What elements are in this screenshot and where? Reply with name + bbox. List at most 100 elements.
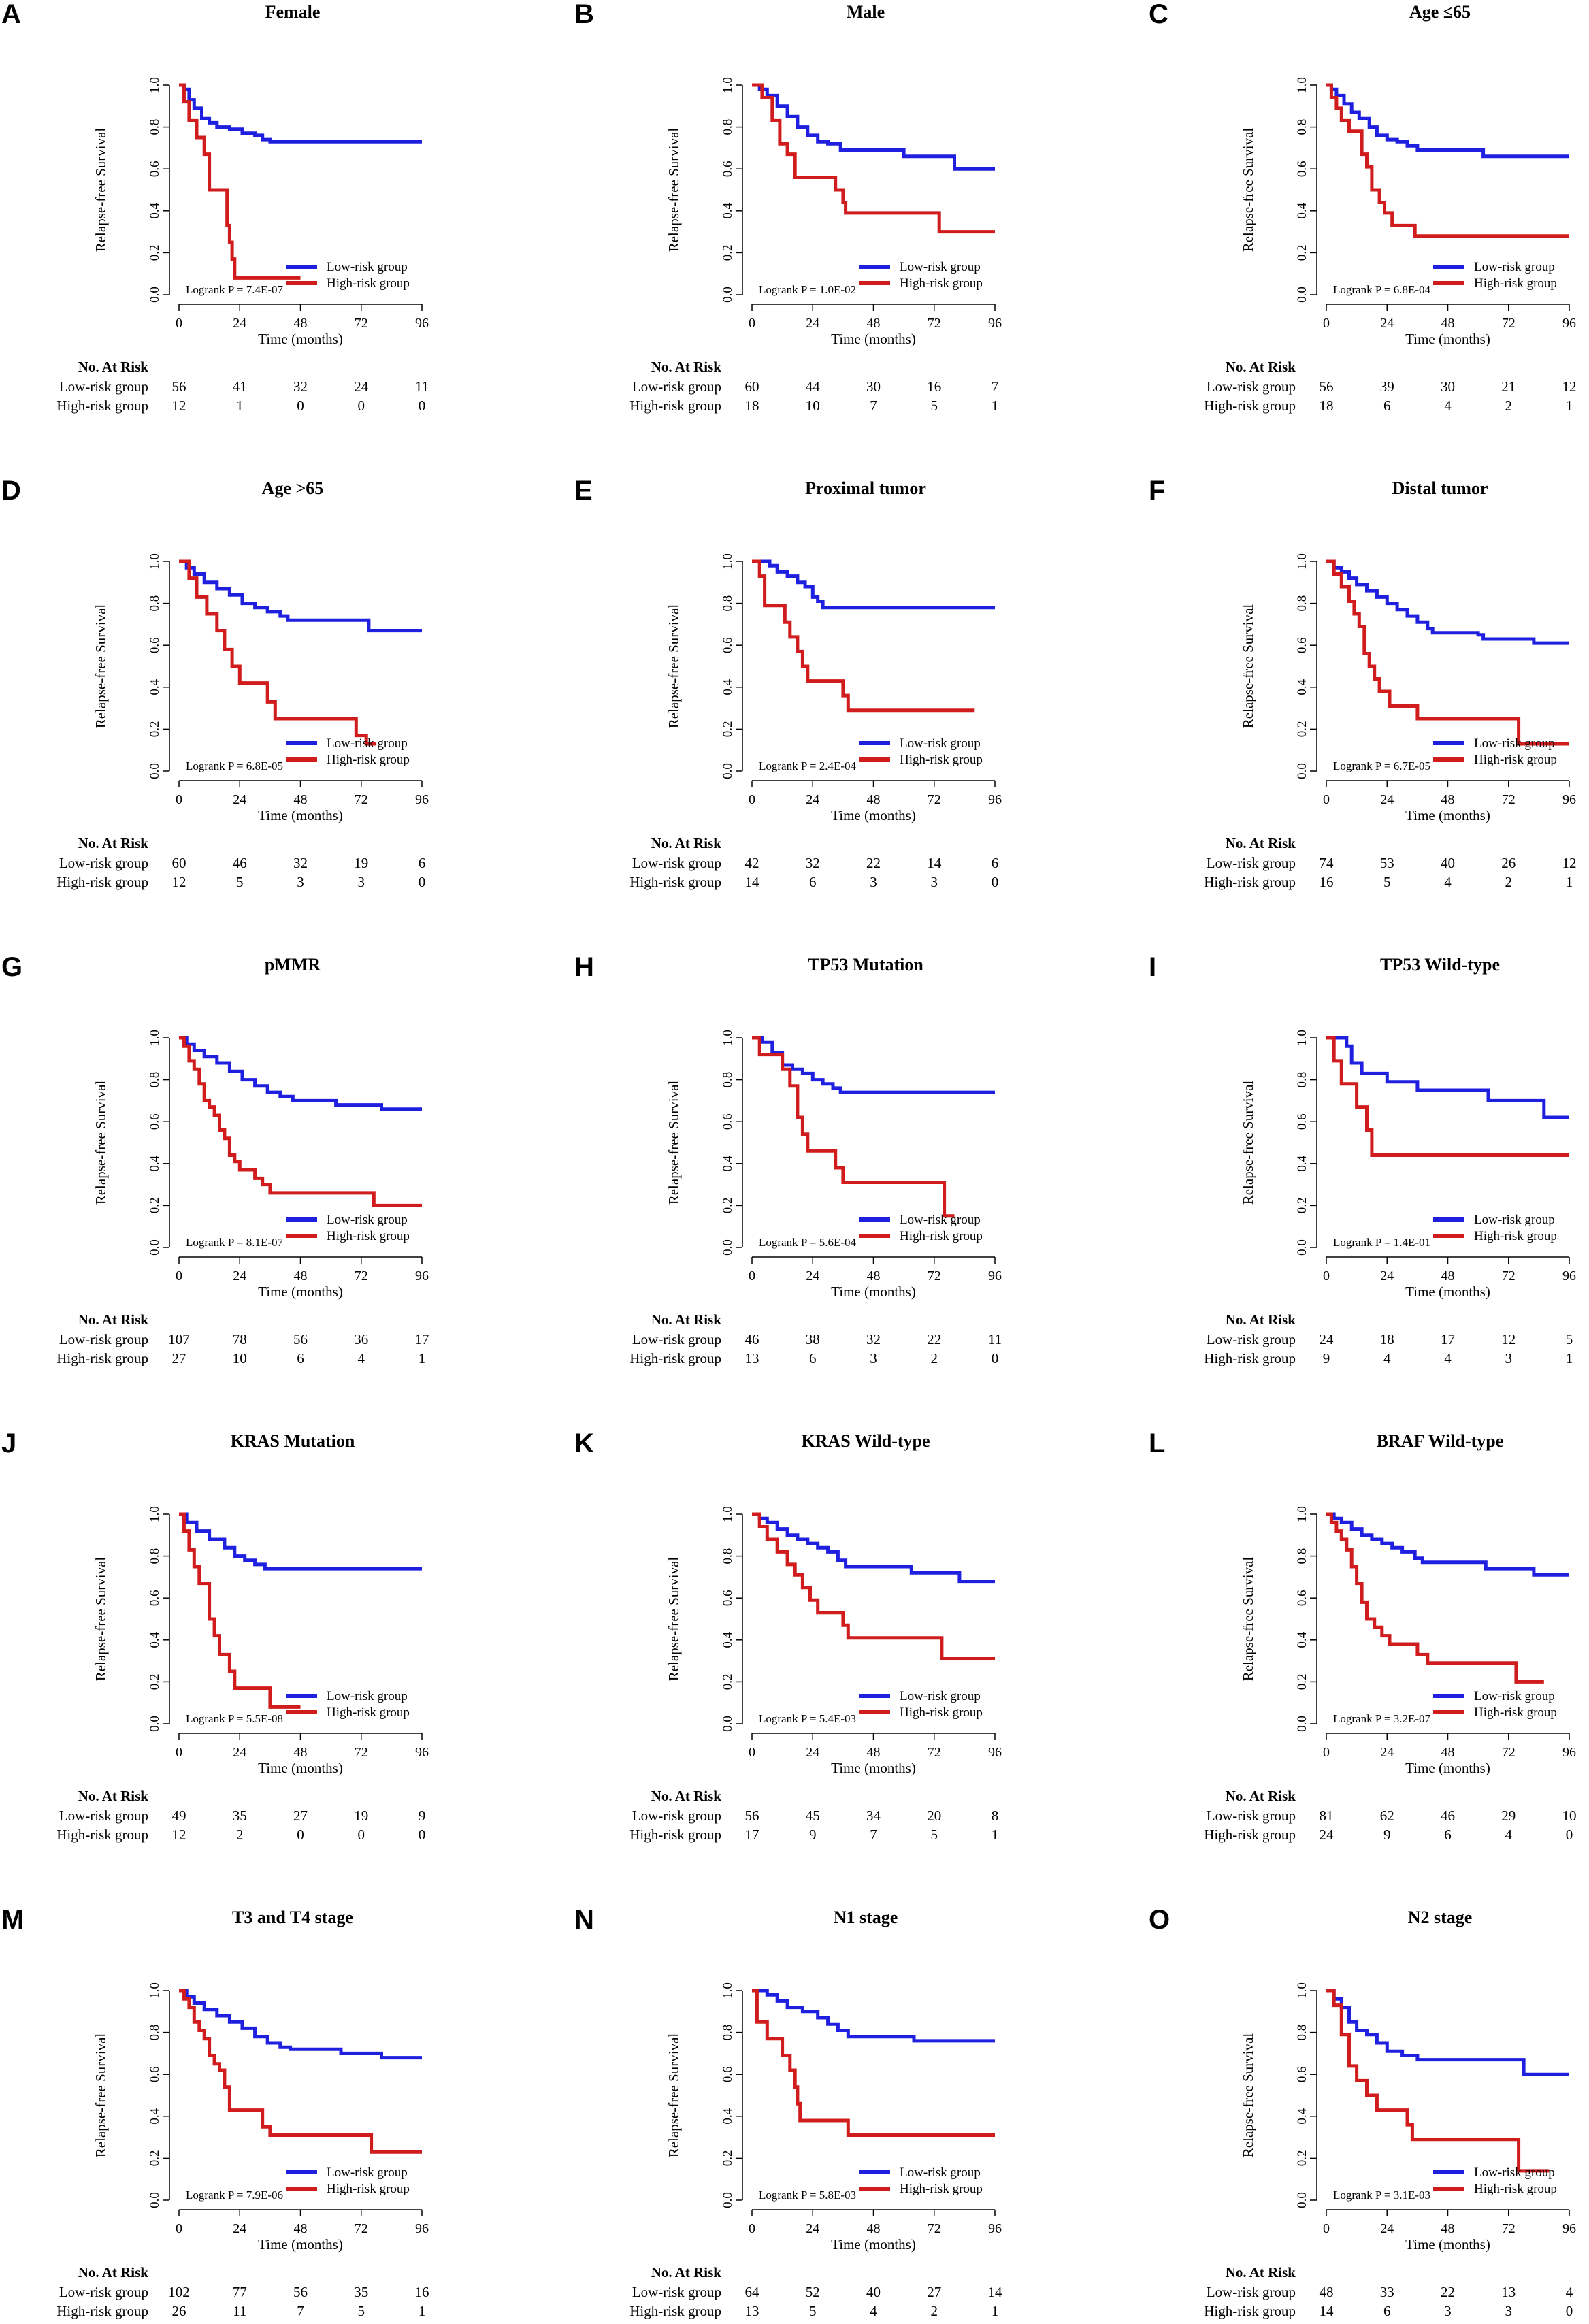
risk-count: 3 <box>1505 1350 1513 1366</box>
risk-count: 1 <box>1566 1350 1573 1366</box>
risk-count: 77 <box>233 2284 247 2300</box>
risk-count: 0 <box>1566 2303 1573 2319</box>
y-tick-label: 0.0 <box>148 1716 162 1732</box>
y-tick-label: 0.4 <box>1295 1631 1309 1648</box>
risk-count: 4 <box>1383 1350 1391 1366</box>
x-tick-label: 96 <box>415 1745 429 1760</box>
x-axis-label: Time (months) <box>831 807 916 823</box>
risk-count: 45 <box>806 1807 820 1824</box>
risk-row-label-low: Low-risk group <box>632 855 721 871</box>
low-risk-curve-h <box>752 1036 995 1094</box>
logrank-pvalue: Logrank P = 6.8E-05 <box>186 759 283 772</box>
risk-count: 13 <box>1501 2284 1516 2300</box>
legend-label-low-risk: Low-risk group <box>327 260 408 274</box>
x-tick-label: 0 <box>1323 792 1330 807</box>
y-tick-label: 0.2 <box>148 1198 162 1214</box>
y-tick-label: 0.6 <box>721 2066 735 2082</box>
logrank-pvalue: Logrank P = 6.7E-05 <box>1333 759 1430 772</box>
risk-count: 53 <box>1380 855 1394 871</box>
legend-label-low-risk: Low-risk group <box>900 1689 981 1703</box>
y-tick-label: 0.0 <box>721 2192 735 2208</box>
risk-count: 2 <box>236 1827 244 1843</box>
risk-count: 12 <box>172 1827 186 1843</box>
risk-count: 1 <box>419 2303 426 2319</box>
x-tick-label: 72 <box>928 792 941 807</box>
y-tick-label: 0.0 <box>1295 763 1309 779</box>
y-tick-label: 0.6 <box>148 637 162 653</box>
risk-count: 2 <box>1505 397 1513 414</box>
risk-row-label-low: Low-risk group <box>59 855 148 871</box>
y-tick-label: 0.4 <box>721 1155 735 1171</box>
risk-count: 10 <box>1562 1807 1577 1824</box>
logrank-pvalue: Logrank P = 5.6E-04 <box>759 1236 857 1249</box>
x-axis-label: Time (months) <box>831 2236 916 2253</box>
y-tick-label: 0.8 <box>721 119 735 135</box>
risk-count: 56 <box>293 1331 308 1347</box>
risk-count: 5 <box>931 1827 938 1843</box>
risk-table-title: No. At Risk <box>1226 1311 1296 1328</box>
y-tick-label: 0.2 <box>721 245 735 261</box>
x-tick-label: 24 <box>806 316 819 331</box>
risk-count: 44 <box>806 378 821 395</box>
risk-count: 56 <box>1320 378 1334 395</box>
y-axis-label: Relapse-free Survival <box>666 1081 682 1205</box>
legend-label-high-risk: High-risk group <box>327 1229 410 1243</box>
risk-count: 5 <box>236 874 244 890</box>
y-tick-label: 0.8 <box>148 2025 162 2041</box>
x-axis-label: Time (months) <box>258 2236 343 2253</box>
high-risk-curve-e <box>752 559 975 713</box>
y-tick-label: 0.2 <box>1295 1674 1309 1690</box>
logrank-pvalue: Logrank P = 5.4E-03 <box>759 1712 856 1725</box>
y-axis-label: Relapse-free Survival <box>93 2033 109 2158</box>
x-tick-label: 0 <box>749 1745 755 1760</box>
logrank-pvalue: Logrank P = 6.8E-04 <box>1333 283 1431 296</box>
x-tick-label: 0 <box>1323 316 1330 331</box>
logrank-pvalue: Logrank P = 1.4E-01 <box>1333 1236 1430 1249</box>
panel-title-g: pMMR <box>265 955 321 975</box>
legend-label-high-risk: High-risk group <box>900 276 983 291</box>
low-risk-curve-g <box>179 1036 422 1111</box>
legend-label-high-risk: High-risk group <box>900 1705 983 1720</box>
risk-row-label-high: High-risk group <box>1204 1827 1296 1843</box>
y-tick-label: 1.0 <box>148 553 162 570</box>
risk-row-label-high: High-risk group <box>56 397 148 414</box>
risk-count: 0 <box>297 397 304 414</box>
risk-count: 13 <box>745 2303 759 2319</box>
risk-count: 27 <box>293 1807 308 1824</box>
x-tick-label: 48 <box>867 792 881 807</box>
risk-count: 2 <box>931 2303 938 2319</box>
high-risk-curve-j <box>179 1512 301 1709</box>
y-tick-label: 0.2 <box>1295 721 1309 738</box>
x-tick-label: 24 <box>1380 2221 1394 2236</box>
y-tick-label: 1.0 <box>721 77 735 93</box>
risk-table-title: No. At Risk <box>78 359 149 375</box>
x-tick-label: 72 <box>1502 1269 1516 1283</box>
risk-count: 9 <box>809 1827 817 1843</box>
risk-count: 7 <box>870 397 877 414</box>
risk-count: 21 <box>1501 378 1516 395</box>
x-tick-label: 48 <box>1441 316 1455 331</box>
panel-title-e: Proximal tumor <box>805 478 926 498</box>
low-risk-curve-d <box>179 559 422 633</box>
y-tick-label: 0.6 <box>1295 1113 1309 1130</box>
y-axis-label: Relapse-free Survival <box>1240 2033 1256 2158</box>
x-tick-label: 48 <box>867 316 881 331</box>
risk-row-label-low: Low-risk group <box>1207 1331 1296 1347</box>
y-tick-label: 0.8 <box>721 595 735 612</box>
y-tick-label: 0.8 <box>148 1548 162 1565</box>
panel-title-f: Distal tumor <box>1392 478 1488 498</box>
risk-count: 1 <box>992 1827 999 1843</box>
risk-row-label-low: Low-risk group <box>632 1807 721 1824</box>
risk-count: 4 <box>870 2303 877 2319</box>
risk-count: 13 <box>745 1350 759 1366</box>
x-tick-label: 72 <box>355 792 368 807</box>
risk-count: 40 <box>1441 855 1455 871</box>
risk-count: 6 <box>1383 397 1391 414</box>
risk-count: 17 <box>415 1331 429 1347</box>
risk-count: 26 <box>172 2303 186 2319</box>
y-tick-label: 0.4 <box>721 1631 735 1648</box>
x-tick-label: 48 <box>867 2221 881 2236</box>
y-tick-label: 0.8 <box>1295 595 1309 612</box>
x-tick-label: 96 <box>988 792 1002 807</box>
y-axis-label: Relapse-free Survival <box>1240 128 1256 252</box>
